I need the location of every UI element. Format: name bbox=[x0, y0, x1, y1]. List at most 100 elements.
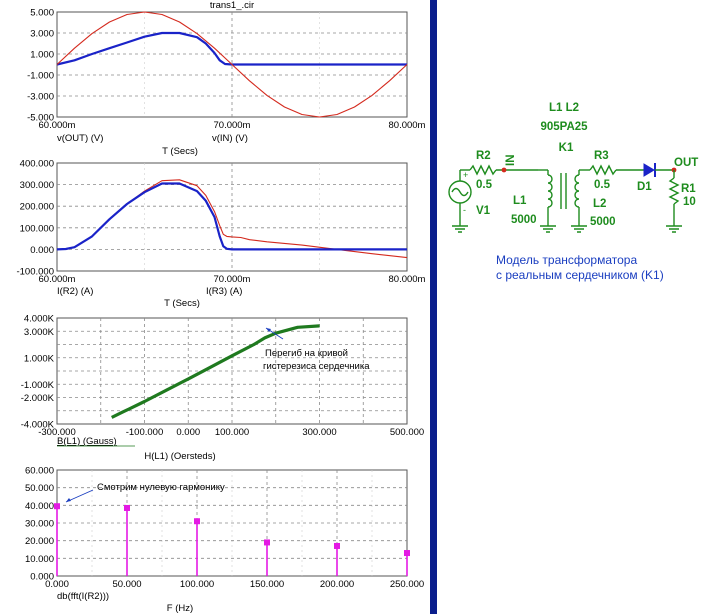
y-tick-label: 1.000K bbox=[24, 353, 55, 364]
y-tick-label: 60.000 bbox=[25, 466, 54, 477]
r1-label: R1 bbox=[681, 183, 696, 195]
note-line-1: Перегиб на кривой bbox=[265, 348, 348, 359]
r3-value: 0.5 bbox=[594, 179, 611, 191]
y-tick-label: 50.000 bbox=[25, 483, 54, 494]
y-tick-label: 40.000 bbox=[25, 501, 54, 512]
y-tick-label: -1.000 bbox=[27, 71, 54, 82]
bar-marker bbox=[404, 550, 410, 557]
y-tick-label: 3.000 bbox=[30, 29, 54, 40]
current-plot[interactable]: 400.000 300.000 200.000 100.000 0.000 -100.00… bbox=[16, 159, 425, 286]
x-tick-label: 300.000 bbox=[302, 427, 336, 438]
caption-line-1: Модель трансформатора bbox=[496, 253, 637, 267]
x-tick-label: 100.000 bbox=[215, 427, 249, 438]
legend-vin: v(IN) (V) bbox=[212, 133, 248, 144]
note-arrow bbox=[65, 489, 94, 503]
y-tick-label: 400.000 bbox=[20, 159, 54, 170]
y-tick-label: 4.000K bbox=[24, 314, 55, 325]
r3-label: R3 bbox=[594, 150, 609, 162]
x-axis-label: H(L1) (Oersteds) bbox=[144, 451, 215, 462]
plot2-captions: I(R2) (A) I(R3) (A) T (Secs) bbox=[57, 286, 242, 309]
r1-value: 10 bbox=[683, 196, 696, 208]
note-line-2: гистерезиса сердечника bbox=[263, 361, 370, 372]
y-tick-label: 0.000 bbox=[30, 245, 54, 256]
inductor-l1-icon[interactable] bbox=[547, 174, 553, 208]
x-tick-label: 80.000m bbox=[389, 274, 426, 285]
node-in[interactable] bbox=[501, 167, 507, 173]
x-tick-label: 0.000 bbox=[176, 427, 200, 438]
plot3-captions: B(L1) (Gauss) H(L1) (Oersteds) bbox=[57, 436, 216, 462]
l1-value: 5000 bbox=[511, 214, 537, 226]
y-tick-label: -4.000K bbox=[21, 420, 55, 431]
x-tick-label: 60.000m bbox=[39, 120, 76, 131]
caption-line-2: с реальным сердечником (K1) bbox=[496, 268, 664, 282]
y-tick-label: -5.000 bbox=[27, 113, 54, 124]
y-tick-label: 20.000 bbox=[25, 536, 54, 547]
pane-divider[interactable] bbox=[430, 0, 437, 614]
l2-label: L2 bbox=[593, 198, 606, 210]
series-line-0 bbox=[56, 31, 407, 66]
r2-label: R2 bbox=[476, 150, 491, 162]
x-tick-label: 150.000 bbox=[250, 579, 284, 590]
legend-bl1: B(L1) (Gauss) bbox=[57, 436, 117, 447]
bar-marker bbox=[54, 503, 60, 510]
legend-vout: v(OUT) (V) bbox=[57, 133, 103, 144]
y-tick-label: -100.000 bbox=[16, 267, 54, 278]
y-tick-label: 300.000 bbox=[20, 180, 54, 191]
x-tick-label: -100.000 bbox=[126, 427, 164, 438]
x-tick-label: 100.000 bbox=[180, 579, 214, 590]
x-tick-label: 70.000m bbox=[214, 274, 251, 285]
out-label: OUT bbox=[674, 157, 698, 169]
ground-icon bbox=[571, 225, 587, 233]
y-tick-label: -2.000K bbox=[21, 393, 55, 404]
y-tick-label: 30.000 bbox=[25, 519, 54, 530]
l1-label: L1 bbox=[513, 195, 527, 207]
x-tick-label: 500.000 bbox=[390, 427, 424, 438]
window-title: trans1_.cir bbox=[210, 0, 254, 11]
x-tick-label: 200.000 bbox=[320, 579, 354, 590]
ground-icon bbox=[452, 225, 468, 233]
series-line-0 bbox=[111, 324, 320, 419]
coupling-label: K1 bbox=[559, 142, 574, 154]
x-axis-label: T (Secs) bbox=[162, 146, 198, 157]
y-tick-label: 100.000 bbox=[20, 223, 54, 234]
transformer-model: 905PA25 bbox=[540, 121, 588, 133]
inductor-l2-icon[interactable] bbox=[574, 174, 580, 208]
ground-icon bbox=[540, 225, 556, 233]
x-tick-label: 250.000 bbox=[390, 579, 424, 590]
y-tick-label: 5.000 bbox=[30, 8, 54, 19]
series-line-1 bbox=[56, 182, 407, 251]
r2-value: 0.5 bbox=[476, 179, 493, 191]
legend-ir2: I(R2) (A) bbox=[57, 286, 93, 297]
legend-ir3: I(R3) (A) bbox=[206, 286, 242, 297]
y-tick-label: 200.000 bbox=[20, 202, 54, 213]
x-axis-label: T (Secs) bbox=[164, 298, 200, 309]
series-line-1 bbox=[56, 11, 408, 118]
diode-icon[interactable] bbox=[643, 163, 655, 177]
x-tick-label: 60.000m bbox=[39, 274, 76, 285]
resistor-r3-icon[interactable] bbox=[589, 164, 617, 176]
plot4-captions: db(fft(I(R2))) F (Hz) bbox=[57, 591, 193, 614]
x-tick-label: -300.000 bbox=[38, 427, 76, 438]
fft-plot[interactable]: 60.000 50.000 40.000 30.000 20.000 10.000 0.00… bbox=[25, 466, 424, 591]
y-tick-label: 1.000 bbox=[30, 50, 54, 61]
resistor-r2-icon[interactable] bbox=[469, 164, 497, 176]
l2-value: 5000 bbox=[590, 216, 616, 228]
bar-marker bbox=[334, 542, 340, 549]
arrowhead-icon bbox=[266, 328, 271, 332]
x-tick-label: 80.000m bbox=[389, 120, 426, 131]
x-tick-label: 70.000m bbox=[214, 120, 251, 131]
resistor-r1-icon[interactable] bbox=[668, 177, 680, 205]
x-tick-label: 50.000 bbox=[112, 579, 141, 590]
hysteresis-note: Перегиб на кривой гистерезиса сердечника bbox=[263, 327, 370, 372]
legend-fft: db(fft(I(R2))) bbox=[57, 591, 109, 602]
note-text: Смотрим нулевую гармонику bbox=[97, 482, 225, 493]
bar-marker bbox=[194, 518, 200, 525]
hysteresis-plot[interactable]: 4.000K3.000K1.000K-1.000K-2.000K-4.000K-… bbox=[21, 314, 424, 439]
x-axis-label: F (Hz) bbox=[167, 603, 193, 614]
y-tick-label: -1.000K bbox=[21, 380, 55, 391]
bar-marker bbox=[124, 504, 130, 511]
voltage-plot[interactable]: 5.000 3.000 1.000 -1.000 -3.000 -5.00060.000m… bbox=[27, 8, 426, 132]
d1-label: D1 bbox=[637, 181, 652, 193]
in-label: IN bbox=[505, 155, 517, 167]
